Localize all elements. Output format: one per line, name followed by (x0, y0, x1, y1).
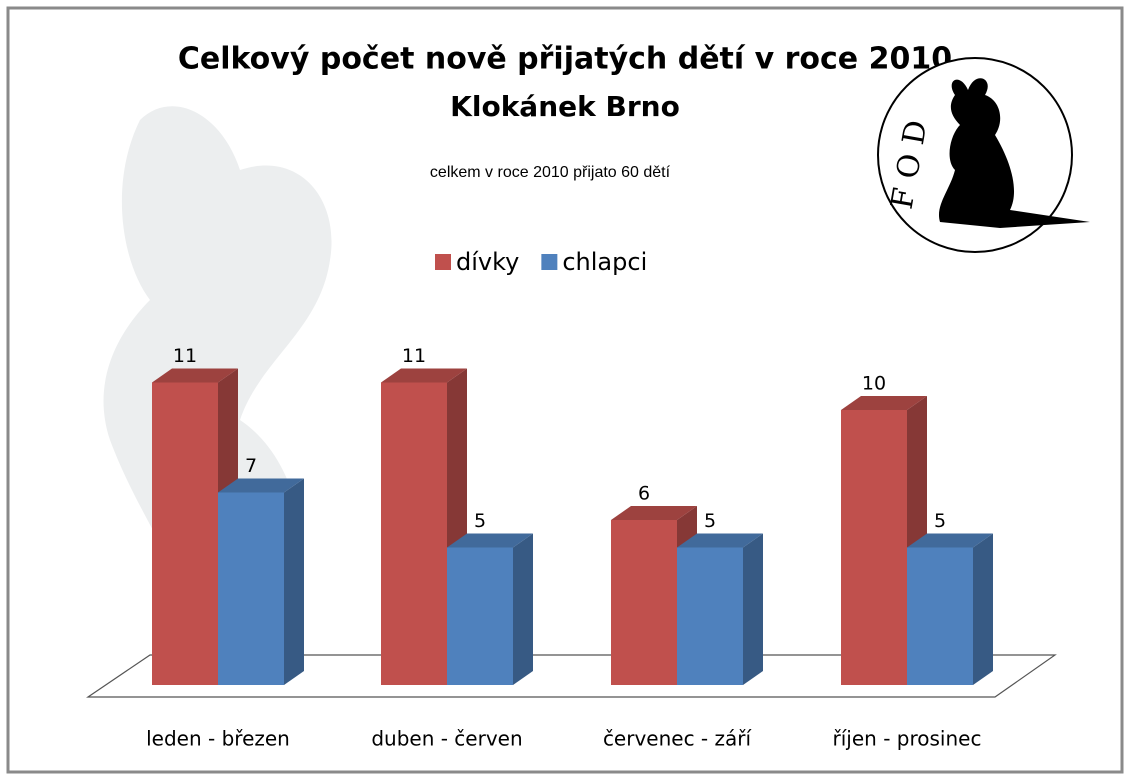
data-label: 5 (704, 510, 716, 532)
bar (677, 533, 763, 685)
data-label: 10 (862, 373, 886, 395)
bar-front (677, 547, 743, 685)
bar-side (513, 533, 533, 685)
chart-subtitle: Klokánek Brno (450, 90, 680, 123)
bar-side (973, 533, 993, 685)
bar-side (284, 478, 304, 685)
data-label: 5 (474, 510, 486, 532)
data-label: 11 (173, 345, 197, 367)
chart-title: Celkový počet nově přijatých dětí v roce… (178, 42, 952, 77)
bar-front (841, 410, 907, 685)
bar-side (743, 533, 763, 685)
bar-top (381, 368, 467, 383)
legend-label: dívky (456, 248, 519, 276)
bar-top (611, 506, 697, 520)
bar (907, 533, 993, 685)
bar (447, 533, 533, 685)
data-label: 5 (934, 510, 946, 532)
data-label: 11 (402, 345, 426, 367)
x-tick-label: duben - červen (371, 727, 522, 751)
bar-front (611, 520, 677, 685)
logo-kangaroo (938, 78, 1090, 229)
bar-top (218, 478, 304, 493)
x-tick-label: říjen - prosinec (833, 727, 982, 751)
annotation: celkem v roce 2010 přijato 60 dětí (430, 164, 671, 181)
bar-top (152, 368, 238, 383)
x-tick-label: červenec - září (603, 727, 753, 751)
data-label: 6 (638, 483, 650, 505)
bar-front (218, 492, 284, 685)
bar-top (677, 533, 763, 548)
bar (218, 478, 304, 685)
bar-top (907, 533, 993, 548)
legend-swatch (541, 254, 558, 270)
bar-front (447, 547, 513, 685)
bar-front (907, 547, 973, 685)
legend-swatch (435, 254, 451, 270)
x-tick-label: leden - březen (146, 727, 290, 751)
data-label: 7 (245, 455, 257, 477)
logo: FOD (877, 57, 1090, 253)
bar-front (152, 382, 218, 685)
bar-top (447, 533, 533, 548)
floor (86, 654, 1057, 698)
bar-front (381, 382, 447, 685)
legend-label: chlapci (562, 248, 647, 276)
bar-top (841, 396, 927, 410)
